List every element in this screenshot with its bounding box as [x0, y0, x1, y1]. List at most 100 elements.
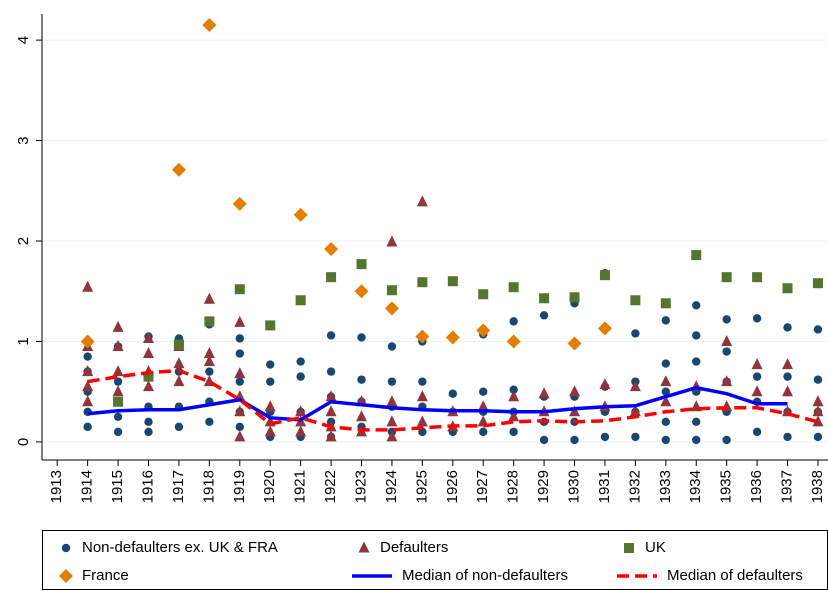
- point: [660, 395, 672, 407]
- point: [296, 372, 305, 381]
- point: [387, 377, 397, 386]
- point: [597, 321, 612, 336]
- point: [418, 377, 427, 386]
- point: [812, 395, 824, 407]
- y-tick-label: 3: [15, 136, 32, 144]
- point: [478, 289, 489, 300]
- point: [415, 329, 430, 344]
- point: [325, 405, 337, 417]
- point: [721, 334, 733, 346]
- point: [692, 301, 701, 310]
- point: [629, 380, 641, 392]
- x-tick-label: 1915: [109, 470, 126, 503]
- point: [293, 207, 308, 222]
- point: [174, 422, 184, 432]
- x-tick-label: 1922: [322, 470, 339, 503]
- point: [387, 342, 397, 351]
- point: [813, 432, 823, 442]
- x-tick-label: 1924: [383, 470, 400, 503]
- point: [812, 405, 824, 417]
- point: [264, 425, 276, 437]
- point: [722, 435, 731, 445]
- point: [113, 377, 123, 386]
- legend-label: Median of non-defaulters: [402, 567, 568, 584]
- point: [476, 323, 491, 338]
- x-tick-label: 1927: [474, 470, 491, 503]
- point: [783, 323, 792, 332]
- x-tick-label: 1936: [748, 470, 765, 503]
- point: [751, 385, 763, 397]
- point: [326, 331, 336, 340]
- point: [661, 387, 671, 396]
- point: [509, 385, 518, 394]
- point: [113, 427, 123, 437]
- x-tick-label: 1913: [48, 470, 65, 503]
- point: [113, 412, 123, 422]
- point: [83, 352, 92, 361]
- legend-label: Defaulters: [380, 539, 448, 556]
- point: [203, 292, 215, 304]
- x-tick-label: 1920: [261, 470, 278, 503]
- x-tick-label: 1923: [352, 470, 369, 503]
- point: [173, 357, 185, 369]
- point: [357, 375, 366, 384]
- point: [232, 196, 247, 211]
- point: [569, 292, 580, 303]
- x-tick-label: 1932: [626, 470, 643, 503]
- point: [384, 301, 399, 316]
- point: [417, 277, 428, 288]
- point: [202, 18, 217, 33]
- point: [112, 385, 124, 397]
- point: [721, 272, 732, 283]
- point: [752, 314, 762, 323]
- point: [358, 541, 370, 553]
- point: [692, 417, 701, 427]
- point: [235, 422, 244, 432]
- point: [721, 375, 733, 387]
- point: [143, 331, 155, 343]
- point: [752, 427, 762, 437]
- point: [416, 390, 428, 402]
- point: [143, 371, 154, 382]
- point: [479, 387, 488, 396]
- point: [356, 259, 367, 270]
- point: [265, 320, 276, 331]
- point: [266, 377, 275, 386]
- point: [448, 389, 458, 398]
- x-tick-label: 1925: [413, 470, 430, 503]
- point: [447, 276, 458, 287]
- x-tick-label: 1931: [596, 470, 613, 503]
- point: [600, 432, 610, 442]
- point: [599, 270, 610, 281]
- point: [386, 235, 398, 247]
- point: [386, 285, 397, 296]
- point: [235, 349, 244, 358]
- point: [508, 282, 519, 293]
- x-tick-label: 1933: [657, 470, 674, 503]
- point: [508, 410, 520, 422]
- point: [204, 316, 215, 327]
- x-tick-label: 1937: [778, 470, 795, 503]
- point: [782, 385, 794, 397]
- point: [751, 358, 763, 370]
- point: [539, 311, 549, 320]
- point: [569, 405, 581, 417]
- y-tick-label: 4: [15, 36, 32, 44]
- point: [661, 417, 671, 427]
- point: [506, 334, 521, 349]
- point: [509, 317, 518, 326]
- point: [61, 543, 71, 553]
- y-tick-label: 0: [15, 438, 32, 446]
- point: [205, 367, 214, 376]
- x-tick-label: 1921: [292, 470, 309, 503]
- point: [813, 325, 823, 334]
- x-tick-label: 1928: [505, 470, 522, 503]
- point: [82, 280, 94, 292]
- point: [357, 333, 366, 342]
- point: [445, 330, 460, 345]
- point: [812, 415, 824, 427]
- point: [692, 357, 701, 366]
- point: [295, 405, 307, 417]
- point: [83, 422, 92, 432]
- point: [660, 298, 671, 309]
